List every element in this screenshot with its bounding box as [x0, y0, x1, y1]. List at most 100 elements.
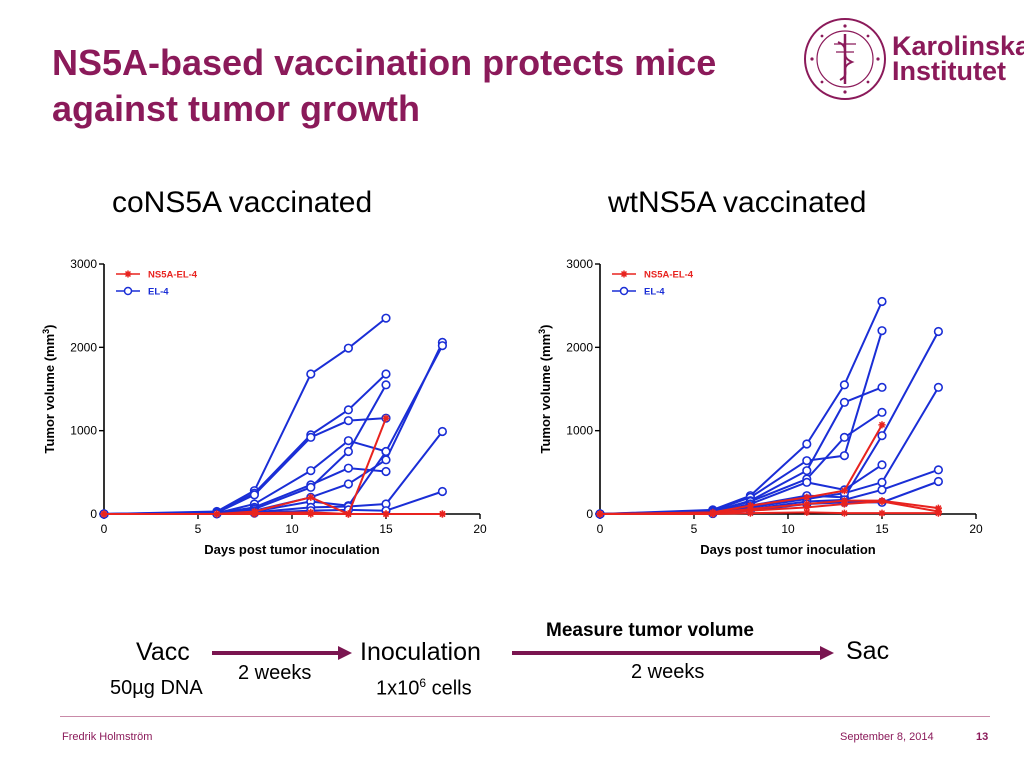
- legend-marker: [123, 286, 133, 296]
- data-point: [382, 414, 390, 422]
- data-point: [803, 503, 811, 511]
- x-tick-label: 10: [781, 522, 795, 536]
- data-point: [877, 477, 887, 487]
- data-point: [250, 509, 258, 517]
- data-point: [306, 466, 316, 476]
- logo-line-1: Karolinska: [892, 31, 1024, 61]
- legend-label: EL-4: [148, 287, 169, 298]
- data-point: [839, 397, 850, 407]
- data-point: [802, 466, 812, 476]
- data-point: [877, 326, 887, 336]
- karolinska-seal-logo: [804, 18, 886, 100]
- legend-marker: [620, 270, 628, 278]
- data-point: [381, 380, 391, 390]
- flow-vacc-dose: 50µg DNA: [110, 677, 203, 699]
- data-point: [438, 510, 446, 518]
- x-tick-label: 5: [691, 522, 698, 536]
- data-point: [709, 510, 717, 518]
- series-el-4-7: [99, 341, 448, 519]
- chart-title-wtns5a: wtNS5A vaccinated: [608, 186, 867, 219]
- arrow-vacc-to-inoculation: [212, 646, 352, 660]
- y-axis-label: Tumor volume (mm3): [41, 324, 57, 453]
- data-point: [343, 416, 354, 426]
- data-point: [934, 509, 942, 517]
- data-point: [307, 508, 315, 516]
- data-point: [343, 479, 354, 489]
- flow-interval-1: 2 weeks: [238, 662, 312, 684]
- y-tick-label: 1000: [70, 424, 97, 438]
- logo-line-2: Institutet: [892, 56, 1006, 86]
- x-axis-label: Days post tumor inoculation: [700, 542, 876, 557]
- cells-prefix: 1x10: [376, 677, 420, 700]
- series-line: [103, 417, 387, 515]
- data-point: [839, 380, 850, 390]
- footer-author: Fredrik Holmström: [62, 731, 153, 743]
- series-el-4-6: [99, 337, 448, 519]
- series-ns5a-el-4-12: [596, 508, 942, 518]
- series-line: [103, 439, 387, 515]
- series-line: [599, 301, 883, 515]
- series-el-4-5: [595, 326, 944, 519]
- chart-wtns5a: 0 1000 2000 3000 0 5 10 15 20 Days post tumor ino…: [537, 257, 983, 557]
- legend-marker: [124, 270, 132, 278]
- data-point: [249, 490, 259, 500]
- data-point: [343, 446, 354, 457]
- series-line: [599, 331, 940, 515]
- data-point: [381, 446, 391, 457]
- data-point: [437, 426, 448, 437]
- x-tick-label: 0: [597, 522, 604, 536]
- legend-label: NS5A-EL-4: [148, 270, 198, 281]
- data-point: [839, 451, 850, 461]
- x-tick-label: 15: [379, 522, 393, 536]
- x-tick-label: 5: [195, 522, 202, 536]
- data-point: [307, 493, 315, 501]
- series-line: [103, 345, 444, 515]
- x-tick-label: 20: [473, 522, 487, 536]
- flow-interval-2: 2 weeks: [631, 661, 705, 683]
- chart-cons5a: 0 1000 2000 3000 0 5 10 15 20 Days post tumor ino…: [41, 257, 487, 557]
- data-point: [878, 509, 886, 517]
- footer-date: September 8, 2014: [840, 731, 934, 743]
- data-point: [933, 476, 944, 487]
- series-line: [599, 386, 883, 515]
- data-point: [933, 326, 944, 337]
- data-point: [803, 508, 811, 516]
- data-point: [877, 431, 887, 441]
- data-point: [803, 493, 811, 501]
- cells-suffix: cells: [426, 677, 472, 700]
- x-tick-label: 10: [285, 522, 299, 536]
- data-point: [746, 509, 754, 517]
- series-line: [103, 384, 387, 515]
- y-tick-label: 3000: [566, 257, 593, 271]
- data-point: [596, 510, 604, 518]
- y-axis-label: Tumor volume (mm3): [537, 324, 553, 453]
- data-point: [840, 500, 848, 508]
- series-line: [103, 341, 444, 515]
- data-point: [802, 477, 812, 487]
- data-point: [437, 341, 448, 351]
- flow-inoculation: Inoculation: [360, 638, 481, 666]
- legend-label: NS5A-EL-4: [644, 270, 694, 281]
- y-tick-label: 0: [90, 507, 97, 521]
- y-tick-label: 2000: [566, 340, 593, 354]
- data-point: [877, 296, 887, 307]
- slide-title-line-1: NS5A-based vaccination protects mice: [52, 42, 717, 83]
- data-point: [437, 486, 448, 497]
- x-tick-label: 15: [875, 522, 889, 536]
- series-ns5a-el-4-12: [100, 508, 446, 518]
- data-point: [802, 456, 812, 466]
- x-tick-label: 20: [969, 522, 983, 536]
- y-tick-label: 2000: [70, 340, 97, 354]
- x-axis-label: Days post tumor inoculation: [204, 542, 380, 557]
- page-number: 13: [976, 731, 989, 743]
- y-tick-label: 3000: [70, 257, 97, 271]
- data-point: [877, 485, 887, 495]
- y-tick-label: 1000: [566, 424, 593, 438]
- data-point: [343, 463, 354, 473]
- data-point: [802, 439, 812, 449]
- arrow-inoculation-to-sac: [512, 646, 834, 660]
- data-point: [878, 497, 886, 506]
- data-point: [100, 510, 108, 518]
- data-point: [381, 466, 391, 477]
- data-point: [877, 460, 887, 470]
